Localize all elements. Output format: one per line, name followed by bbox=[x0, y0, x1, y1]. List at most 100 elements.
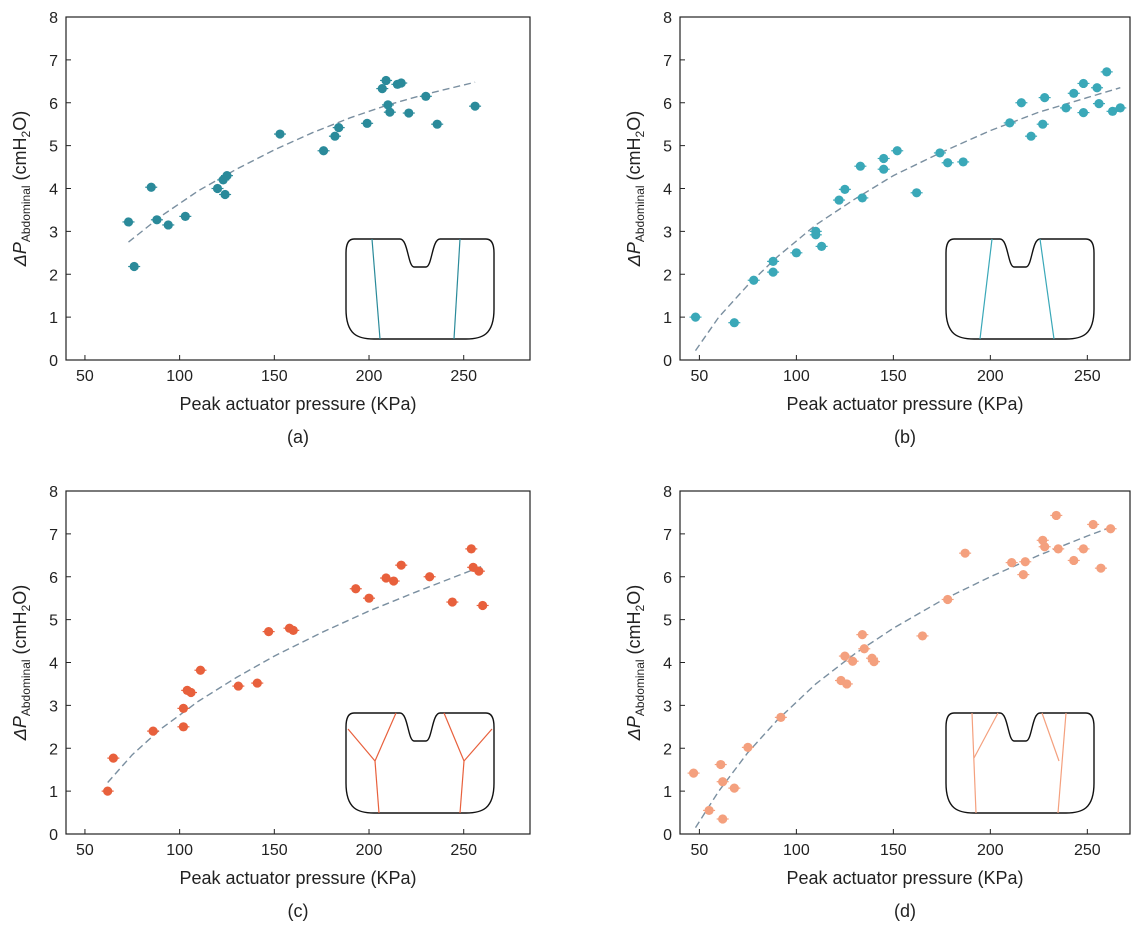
x-tick-label: 150 bbox=[261, 368, 288, 385]
inset-abdomen-diagram bbox=[945, 712, 1095, 814]
data-point bbox=[233, 681, 243, 691]
data-point bbox=[690, 312, 701, 322]
x-tick-label: 200 bbox=[977, 368, 1004, 385]
data-point bbox=[1018, 570, 1028, 580]
data-point bbox=[180, 211, 190, 221]
data-point bbox=[912, 188, 922, 198]
y-tick-label: 4 bbox=[49, 182, 58, 199]
y-title-unit: (cmH bbox=[624, 137, 644, 185]
panel-label: (b) bbox=[894, 427, 916, 447]
data-point bbox=[334, 123, 344, 133]
data-point bbox=[1069, 88, 1079, 98]
data-point bbox=[840, 651, 850, 661]
y-title-unit: (cmH bbox=[10, 137, 30, 185]
y-title-subscript: Abdominal bbox=[19, 185, 33, 242]
y-axis-title: ΔPAbdominal (cmH2O) bbox=[624, 585, 647, 741]
data-point bbox=[148, 726, 158, 736]
x-tick-label: 200 bbox=[977, 842, 1004, 859]
inset-abdomen-diagram bbox=[345, 238, 495, 340]
data-point bbox=[362, 118, 372, 128]
y-tick-label: 0 bbox=[663, 353, 672, 370]
data-point bbox=[421, 91, 431, 101]
data-point bbox=[816, 241, 827, 251]
data-point bbox=[220, 189, 230, 200]
x-tick-label: 100 bbox=[783, 368, 810, 385]
abdomen-outline bbox=[345, 712, 495, 814]
data-point bbox=[943, 158, 953, 168]
data-point bbox=[385, 107, 395, 117]
data-point bbox=[1115, 103, 1125, 113]
y-tick-label: 7 bbox=[49, 527, 58, 544]
data-point bbox=[1051, 510, 1061, 521]
data-point bbox=[1107, 106, 1118, 116]
data-point bbox=[1040, 93, 1050, 103]
y-tick-label: 4 bbox=[663, 656, 672, 673]
data-point bbox=[474, 566, 484, 576]
chart-panel-2: 50 100 150 200 250 0 1 2 3 4 5 6 7 8 Peak actuator pre… bbox=[624, 10, 1131, 447]
y-title-symbol: ΔP bbox=[10, 716, 30, 741]
data-point bbox=[1061, 103, 1071, 113]
data-point bbox=[252, 678, 262, 688]
y-title-unit-end: O) bbox=[10, 111, 30, 131]
x-axis-title: Peak actuator pressure (KPa) bbox=[786, 394, 1023, 414]
actuator-line bbox=[463, 728, 493, 762]
data-point bbox=[404, 108, 414, 118]
data-point bbox=[688, 768, 699, 778]
data-point bbox=[108, 753, 118, 763]
data-point bbox=[432, 119, 442, 129]
panel-label: (c) bbox=[288, 901, 309, 921]
data-point bbox=[716, 759, 726, 770]
y-tick-label: 1 bbox=[49, 310, 58, 327]
y-tick-label: 0 bbox=[49, 827, 58, 844]
data-point bbox=[855, 161, 865, 171]
x-tick-label: 150 bbox=[261, 842, 288, 859]
actuator-line bbox=[973, 712, 999, 759]
data-point bbox=[1016, 98, 1026, 108]
data-point bbox=[1005, 118, 1015, 128]
chart-panel-4: 50 100 150 200 250 0 1 2 3 4 5 6 7 8 Peak actuator pre… bbox=[624, 484, 1131, 921]
data-point bbox=[1038, 119, 1048, 129]
y-tick-label: 8 bbox=[49, 484, 58, 501]
data-point bbox=[1020, 557, 1030, 567]
inset-abdomen-diagram bbox=[945, 238, 1095, 340]
actuator-line bbox=[374, 760, 380, 814]
y-title-unit-subscript: 2 bbox=[633, 604, 647, 611]
data-point bbox=[163, 220, 173, 230]
y-tick-label: 8 bbox=[663, 10, 672, 27]
data-point bbox=[857, 630, 867, 640]
y-tick-label: 8 bbox=[49, 10, 58, 27]
actuator-line bbox=[374, 712, 397, 762]
data-point bbox=[222, 171, 232, 181]
y-tick-label: 6 bbox=[49, 570, 58, 587]
x-tick-label: 50 bbox=[76, 368, 94, 385]
data-point bbox=[1078, 544, 1089, 554]
y-tick-label: 6 bbox=[663, 96, 672, 113]
y-tick-label: 7 bbox=[663, 53, 672, 70]
x-tick-label: 50 bbox=[690, 842, 708, 859]
plot-frame bbox=[679, 490, 1131, 835]
x-axis-title: Peak actuator pressure (KPa) bbox=[179, 394, 416, 414]
data-point bbox=[146, 182, 156, 192]
x-tick-label: 100 bbox=[783, 842, 810, 859]
y-axis-title: ΔPAbdominal (cmH2O) bbox=[624, 111, 647, 267]
data-point bbox=[178, 722, 189, 732]
y-tick-label: 1 bbox=[49, 784, 58, 801]
data-point bbox=[960, 548, 970, 558]
y-title-unit: (cmH bbox=[624, 611, 644, 659]
abdomen-outline bbox=[945, 712, 1095, 814]
y-title-subscript: Abdominal bbox=[19, 659, 33, 716]
data-point bbox=[318, 146, 329, 156]
data-point bbox=[1094, 99, 1104, 109]
data-point bbox=[377, 84, 387, 94]
data-point bbox=[275, 129, 285, 139]
x-tick-label: 200 bbox=[356, 368, 383, 385]
data-point bbox=[381, 75, 391, 86]
y-tick-label: 0 bbox=[49, 353, 58, 370]
abdomen-outline bbox=[945, 238, 1095, 340]
data-point bbox=[811, 230, 821, 240]
data-point bbox=[729, 783, 739, 793]
data-point bbox=[834, 195, 844, 205]
data-point bbox=[351, 584, 361, 594]
